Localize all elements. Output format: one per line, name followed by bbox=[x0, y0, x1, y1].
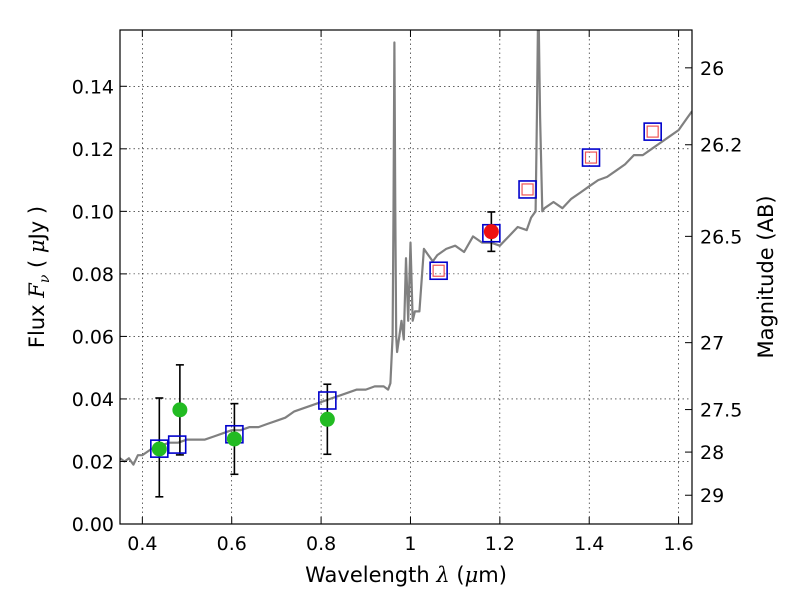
red-inner-square-marker bbox=[584, 151, 598, 164]
right-tick-label: 27.5 bbox=[700, 400, 742, 422]
blue-square-marker bbox=[167, 435, 187, 454]
green-circle-marker bbox=[172, 402, 188, 418]
x-tick-label: 1.2 bbox=[485, 533, 515, 555]
x-tick-label: 1.6 bbox=[663, 533, 693, 555]
green-circle-marker bbox=[151, 441, 167, 457]
red-circle-marker bbox=[483, 224, 499, 240]
x-tick-label: 1 bbox=[404, 533, 416, 555]
ticks: 0.4 0.6 0.8 1 1.2 1.4 1.6 0.00 0.02 0.04 0.06 0.08 0… bbox=[72, 30, 742, 555]
y-tick-label: 0.06 bbox=[72, 326, 114, 348]
plot-frame bbox=[119, 29, 693, 525]
right-tick-label: 26.2 bbox=[700, 135, 742, 157]
y-tick-label: 0.08 bbox=[72, 264, 114, 286]
x-tick-label: 0.6 bbox=[217, 533, 247, 555]
x-tick-label: 1.4 bbox=[574, 533, 604, 555]
right-tick-label: 28 bbox=[700, 442, 724, 464]
right-tick-label: 26 bbox=[700, 58, 724, 80]
blue-square-marker bbox=[581, 148, 601, 167]
y-axis-label: Flux Fν ( μJy ) bbox=[25, 206, 53, 348]
y-tick-label: 0.00 bbox=[72, 514, 114, 536]
right-axis-label: Magnitude (AB) bbox=[754, 195, 778, 358]
model-spectrum-line bbox=[120, 30, 692, 466]
blue-square-marker bbox=[150, 439, 169, 458]
right-tick-label: 26.5 bbox=[700, 226, 742, 248]
blue-square-marker bbox=[518, 180, 537, 199]
red-inner-square-marker bbox=[432, 264, 445, 277]
x-tick-label: 0.8 bbox=[306, 533, 336, 555]
blue-square-marker bbox=[643, 122, 662, 141]
right-tick-label: 29 bbox=[700, 485, 724, 507]
blue-square-marker bbox=[318, 391, 337, 410]
red-inner-square-marker bbox=[646, 125, 659, 138]
x-axis-label: Wavelength λ (μm) bbox=[305, 563, 507, 587]
y-tick-label: 0.12 bbox=[72, 139, 114, 161]
red-inner-square-marker bbox=[521, 183, 534, 196]
green-circle-marker bbox=[226, 431, 242, 447]
y-tick-label: 0.10 bbox=[72, 201, 114, 223]
y-tick-label: 0.14 bbox=[72, 76, 114, 98]
right-tick-label: 27 bbox=[700, 333, 724, 355]
y-tick-label: 0.04 bbox=[72, 389, 114, 411]
y-tick-label: 0.02 bbox=[72, 451, 114, 473]
x-tick-label: 0.4 bbox=[127, 533, 157, 555]
series bbox=[120, 30, 692, 498]
blue-square-marker bbox=[429, 261, 448, 281]
green-circle-marker bbox=[319, 411, 335, 427]
